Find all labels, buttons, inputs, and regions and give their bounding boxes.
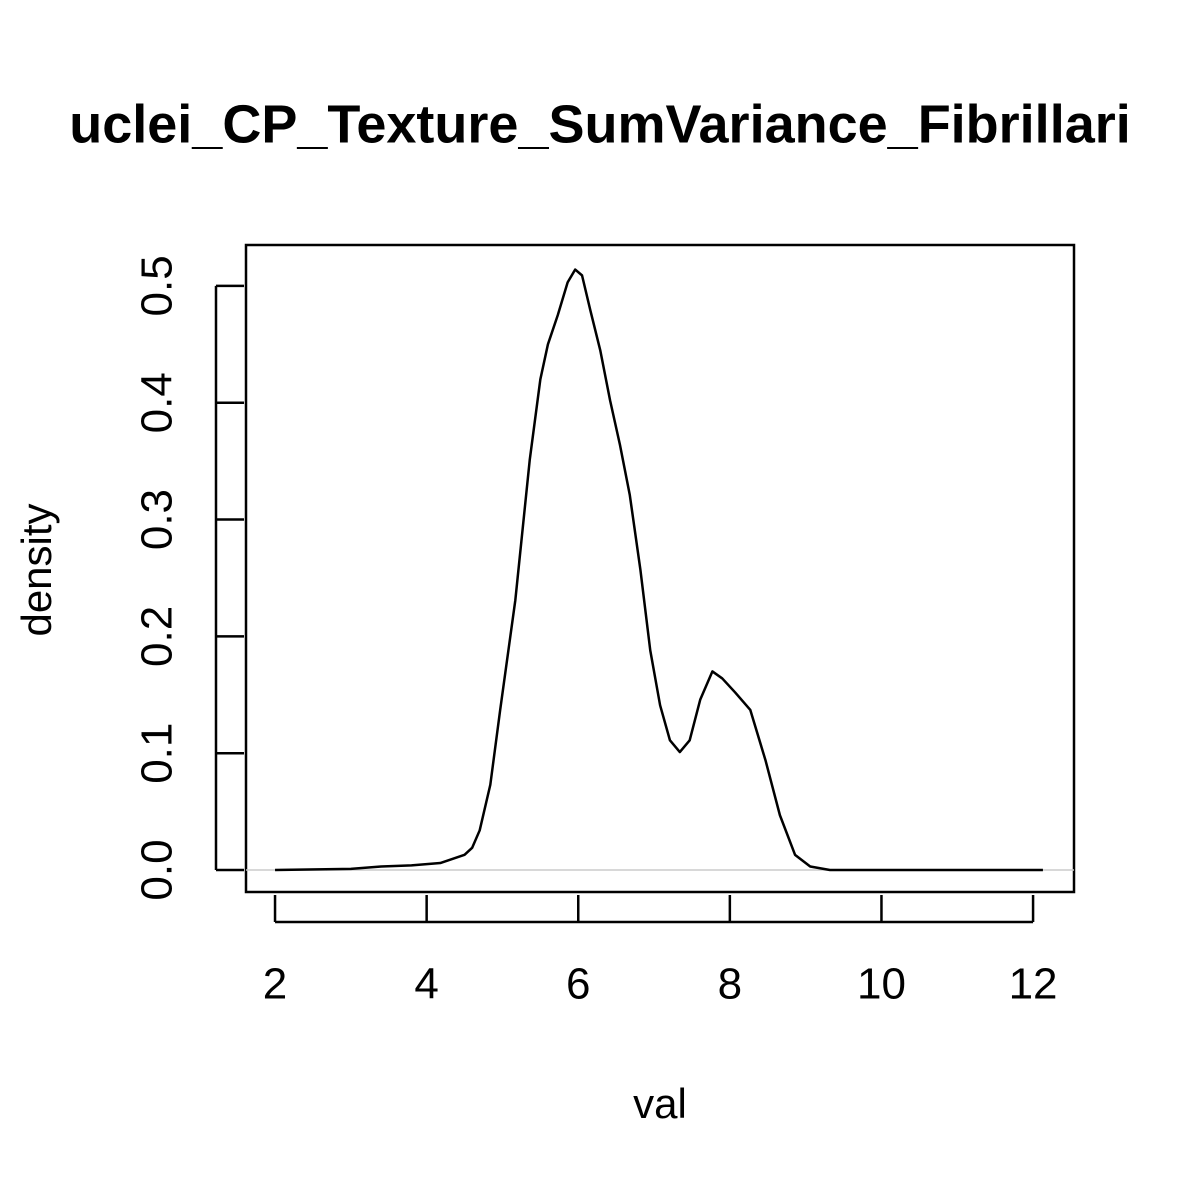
x-tick-label: 6	[566, 960, 590, 1009]
y-tick-label: 0.0	[133, 839, 182, 900]
x-tick-label: 4	[414, 960, 438, 1009]
y-tick-label: 0.5	[133, 255, 182, 316]
y-tick-label: 0.1	[133, 723, 182, 784]
x-axis-label: val	[633, 1080, 687, 1127]
x-tick-label: 10	[857, 960, 906, 1009]
density-line	[275, 268, 1043, 872]
y-axis-label: density	[13, 503, 60, 636]
chart-title: uclei_CP_Texture_SumVariance_Fibrillari	[69, 94, 1131, 154]
y-tick-label: 0.4	[133, 372, 182, 433]
y-tick-label: 0.3	[133, 489, 182, 550]
y-tick-label: 0.2	[133, 606, 182, 667]
x-tick-label: 8	[718, 960, 742, 1009]
plot-frame	[244, 243, 1076, 894]
x-tick-label: 2	[263, 960, 287, 1009]
x-tick-label: 12	[1009, 960, 1058, 1009]
